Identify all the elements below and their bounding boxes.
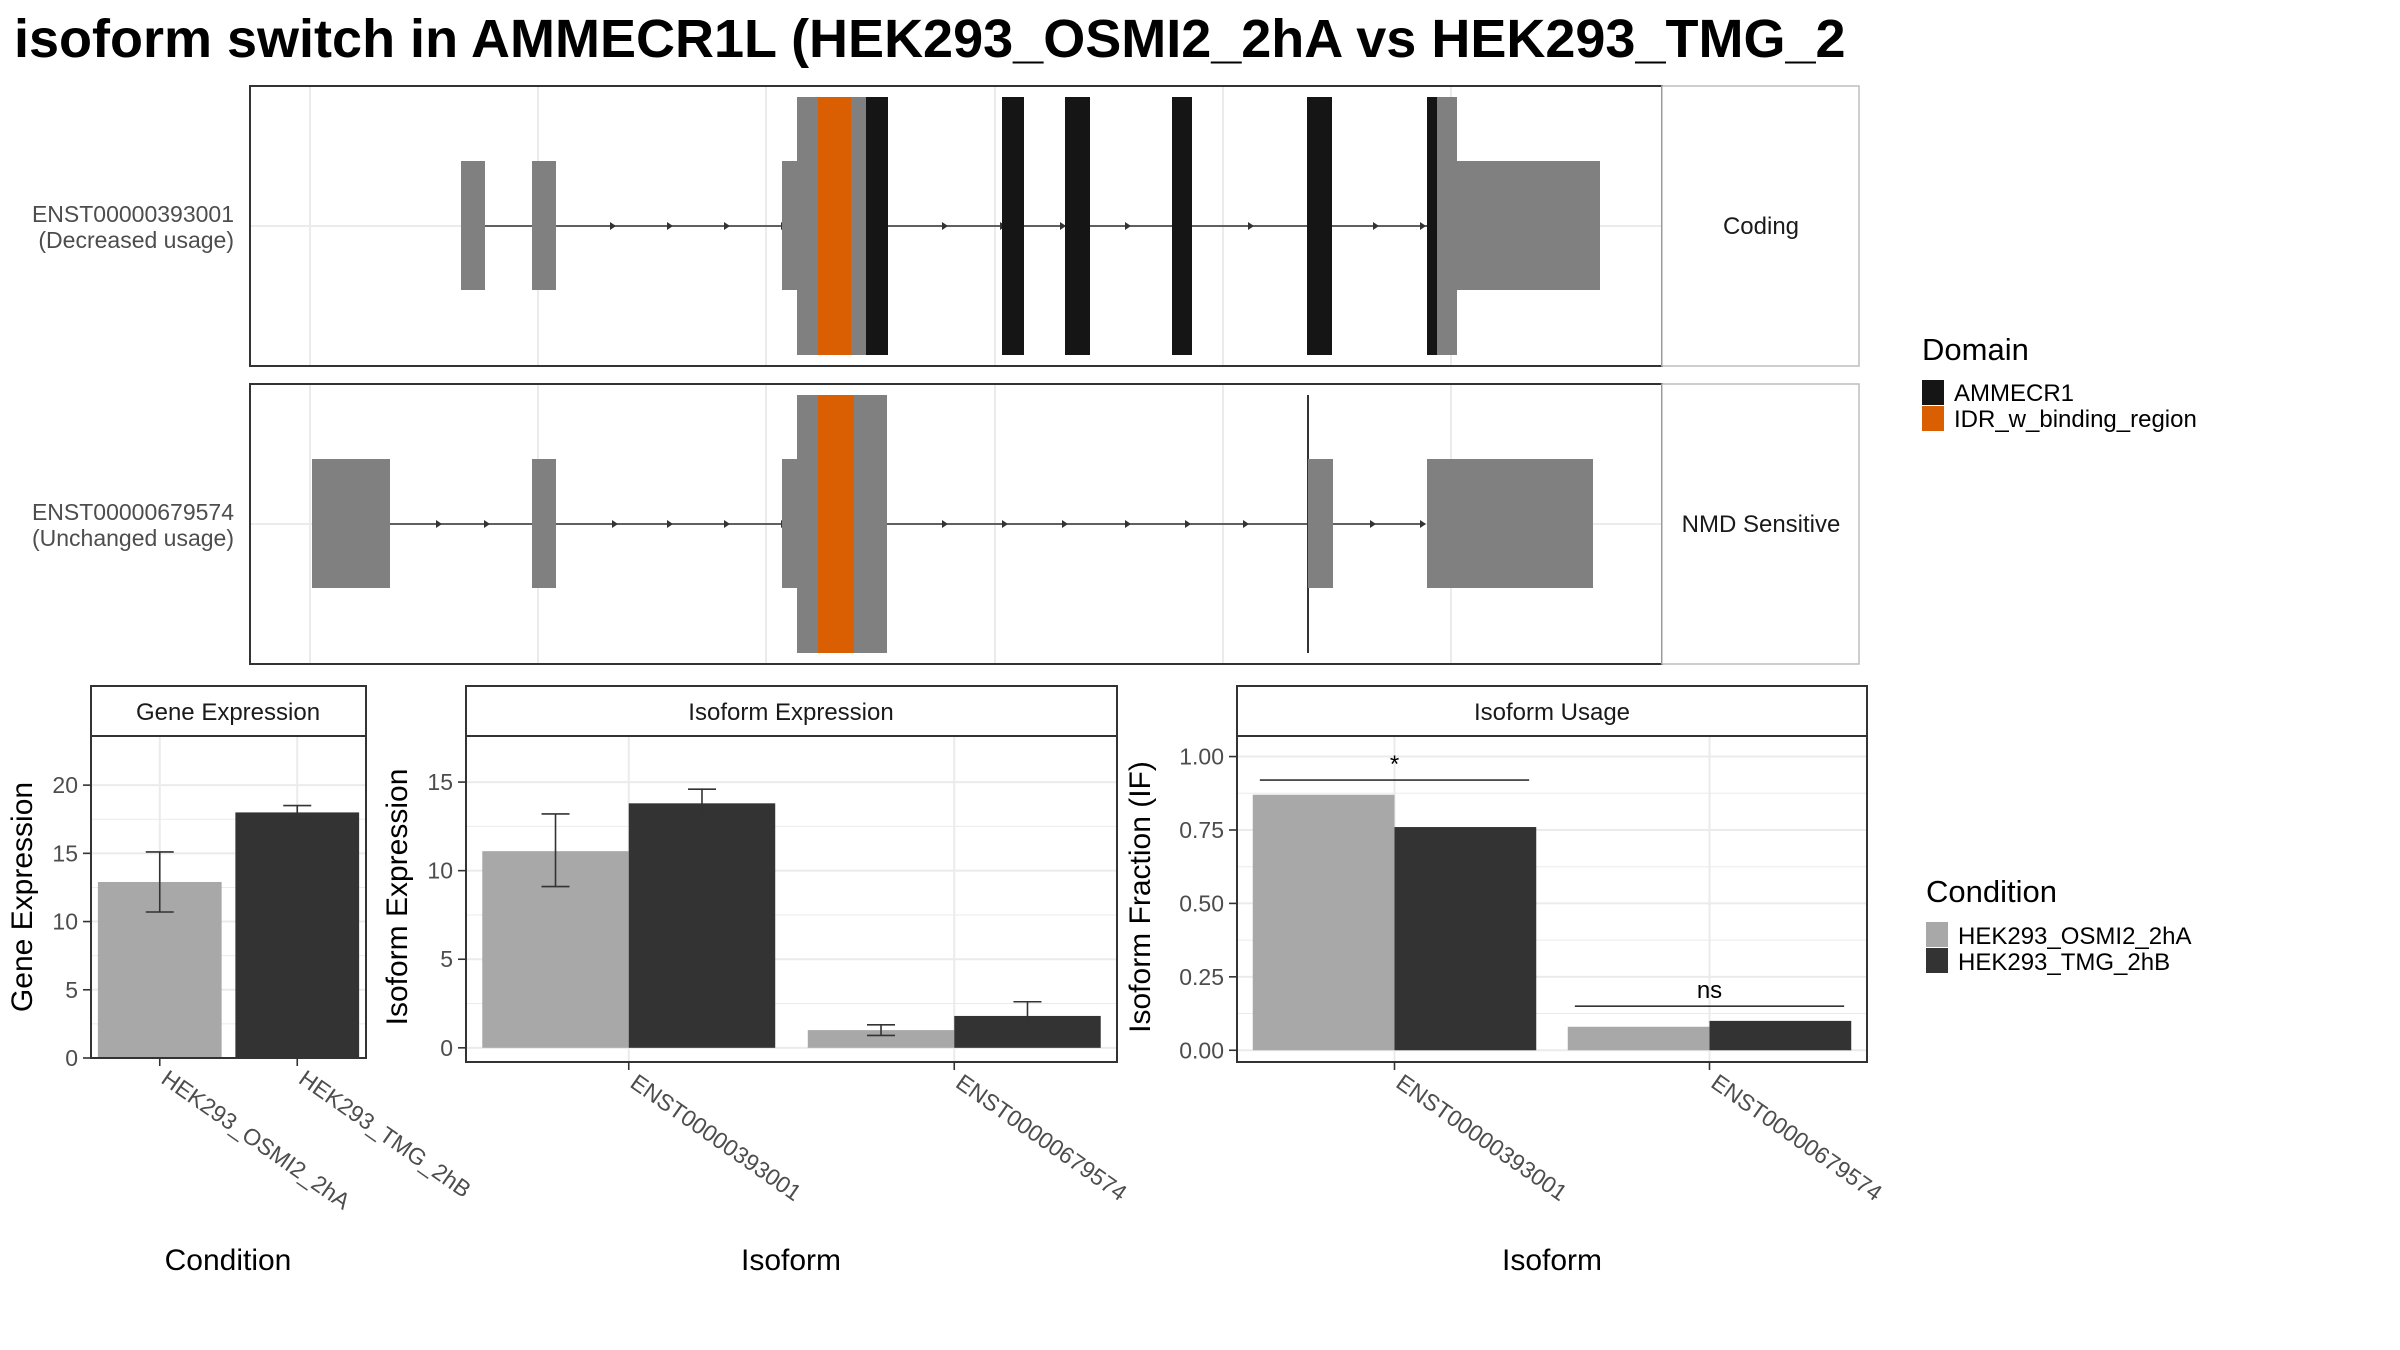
figure-title: isoform switch in AMMECR1L (HEK293_OSMI2… xyxy=(14,9,1846,69)
transcript-1-ammecr1-domain xyxy=(1002,97,1024,355)
transcript-1-ammecr1-domain xyxy=(1427,97,1437,355)
transcript-2-exon xyxy=(532,459,556,588)
isoform-usage-bar xyxy=(1252,794,1395,1051)
isoform-usage-bar xyxy=(1567,1026,1710,1051)
x-tick-label: ENST00000679574 xyxy=(951,1069,1132,1206)
condition-legend: Condition HEK293_OSMI2_2hA HEK293_TMG_2h… xyxy=(1926,874,2191,976)
x-tick-label: ENST00000679574 xyxy=(1707,1069,1888,1206)
error-bar xyxy=(283,804,312,819)
transcript-1-ammecr1-domain xyxy=(866,97,888,355)
domain-legend-label: AMMECR1 xyxy=(1954,380,2074,407)
condition-legend-label: HEK293_TMG_2hB xyxy=(1958,949,2170,976)
transcript-1-exon xyxy=(532,161,556,290)
y-tick-label: 0.75 xyxy=(1179,817,1224,843)
significance-label: * xyxy=(1390,751,1399,778)
transcript-2-idr-domain xyxy=(818,395,854,653)
error-bar xyxy=(145,851,174,913)
y-tick-label: 0 xyxy=(440,1035,453,1061)
y-tick-label: 0.50 xyxy=(1179,890,1224,916)
domain-legend-title: Domain xyxy=(1922,332,2029,367)
isoform-usage-bar xyxy=(1394,827,1537,1051)
transcript-1-ammecr1-domain xyxy=(1065,97,1090,355)
gene-expression-plot-border xyxy=(90,735,367,1059)
isoform-usage-plot-border xyxy=(1236,735,1868,1063)
condition-legend-swatch-a xyxy=(1926,922,1948,947)
y-tick-label: 1.00 xyxy=(1179,744,1224,770)
isoform-usage-chart: Isoform Usage Isoform Isoform Fraction (… xyxy=(1124,685,1888,1277)
transcript-1-ammecr1-domain xyxy=(1307,97,1332,355)
gene-expression-x-label: Condition xyxy=(165,1244,292,1277)
condition-legend-swatch-b xyxy=(1926,948,1948,973)
isoform-usage-bar xyxy=(1709,1020,1852,1051)
transcript-1-exon xyxy=(461,161,485,290)
domain-legend-label: IDR_w_binding_region xyxy=(1954,406,2197,433)
domain-legend-swatch-ammecr1 xyxy=(1922,380,1944,405)
transcript-1-intron-arrows xyxy=(610,222,1426,230)
y-tick-label: 0.00 xyxy=(1179,1037,1224,1063)
isoform-expression-bar xyxy=(628,803,776,1048)
transcript-1-exon xyxy=(782,161,798,290)
y-tick-label: 0 xyxy=(65,1045,78,1071)
transcript-1-category: Coding xyxy=(1723,213,1799,240)
transcript-strip-1 xyxy=(1661,85,1860,367)
error-bar xyxy=(867,1023,896,1037)
isoform-usage-x-label: Isoform xyxy=(1502,1244,1602,1277)
isoform-expression-y-label: Isoform Expression xyxy=(381,769,414,1026)
transcript-2-utr-exon xyxy=(1427,459,1593,588)
gene-expression-strip-title: Gene Expression xyxy=(136,699,320,726)
transcript-2-exon xyxy=(1308,459,1333,588)
transcript-1-usage: (Decreased usage) xyxy=(38,227,234,253)
transcript-panel-2: NMD Sensitive ENST00000679574 (Unchanged… xyxy=(32,383,1860,665)
isoform-expression-plot-border xyxy=(465,735,1118,1063)
transcript-2-intron-arrows xyxy=(436,520,1426,528)
transcript-2-utr-exon xyxy=(312,459,390,588)
error-bar xyxy=(687,788,716,821)
transcript-2-id: ENST00000679574 xyxy=(32,499,234,525)
transcript-2-exon xyxy=(782,459,798,588)
y-tick-label: 5 xyxy=(440,946,453,972)
transcript-2-usage: (Unchanged usage) xyxy=(32,525,234,551)
transcript-1-id: ENST00000393001 xyxy=(32,201,234,227)
domain-legend: Domain AMMECR1 IDR_w_binding_region xyxy=(1922,332,2197,433)
isoform-expression-strip-title: Isoform Expression xyxy=(688,699,893,726)
isoform-usage-strip-title: Isoform Usage xyxy=(1474,699,1630,726)
transcript-strip-2 xyxy=(1661,383,1860,665)
condition-legend-label: HEK293_OSMI2_2hA xyxy=(1958,923,2191,950)
y-tick-label: 20 xyxy=(52,772,78,798)
y-tick-label: 10 xyxy=(52,909,78,935)
y-tick-label: 10 xyxy=(427,858,453,884)
transcript-1-utr-exon xyxy=(1457,161,1600,290)
domain-legend-swatch-idr xyxy=(1922,406,1944,431)
isoform-usage-y-label: Isoform Fraction (IF) xyxy=(1124,761,1157,1033)
y-tick-label: 15 xyxy=(52,840,78,866)
gene-expression-y-label: Gene Expression xyxy=(6,782,39,1012)
gene-expression-bar xyxy=(235,812,360,1058)
x-tick-label: ENST00000393001 xyxy=(626,1069,806,1206)
x-tick-label: ENST00000393001 xyxy=(1392,1069,1572,1206)
isoform-expression-chart: Isoform Expression Isoform Isoform Expre… xyxy=(381,685,1132,1277)
isoform-expression-x-label: Isoform xyxy=(741,1244,841,1277)
transcript-panel-1: Coding ENST00000393001 (Decreased usage) xyxy=(32,85,1860,367)
transcript-1-idr-domain xyxy=(818,97,851,355)
error-bar xyxy=(541,813,570,888)
error-bar xyxy=(1013,1000,1042,1030)
y-tick-label: 5 xyxy=(65,977,78,1003)
transcript-2-category: NMD Sensitive xyxy=(1682,511,1841,538)
condition-legend-title: Condition xyxy=(1926,874,2057,909)
y-tick-label: 0.25 xyxy=(1179,964,1224,990)
transcript-1-ammecr1-domain xyxy=(1172,97,1192,355)
isoform-expression-bar xyxy=(807,1030,955,1048)
significance-label: ns xyxy=(1697,977,1722,1004)
y-tick-label: 15 xyxy=(427,769,453,795)
